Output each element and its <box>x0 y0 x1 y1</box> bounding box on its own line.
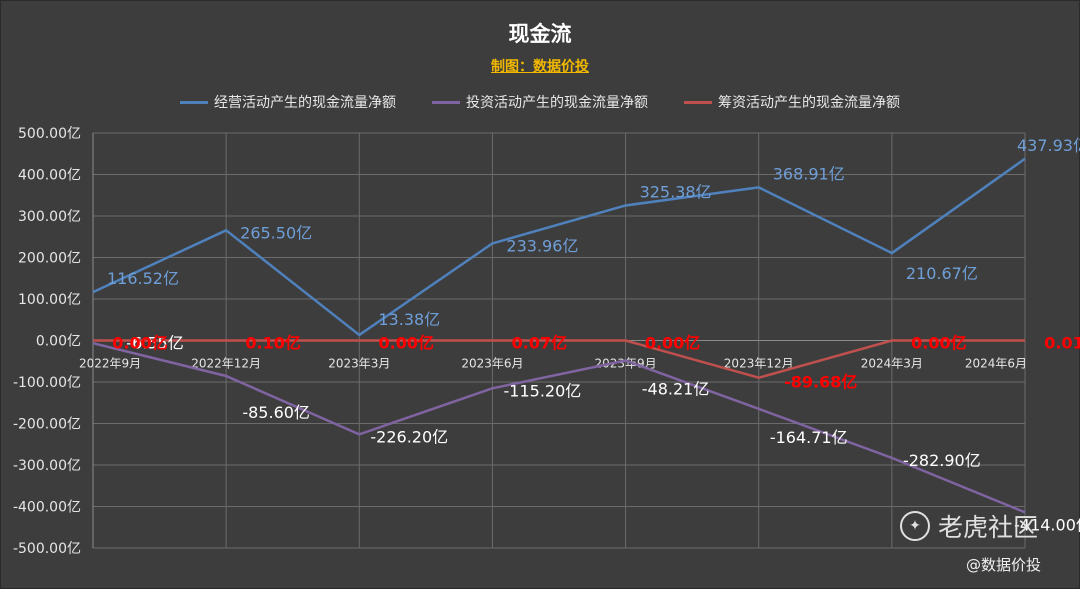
legend-swatch-operating <box>180 100 208 104</box>
legend-label-financing: 筹资活动产生的现金流量净额 <box>718 95 900 111</box>
legend-label-operating: 经营活动产生的现金流量净额 <box>214 95 396 111</box>
data-label-0: 325.38亿 <box>640 182 712 201</box>
data-label-0: 116.52亿 <box>107 269 179 288</box>
data-label-0: 265.50亿 <box>240 223 312 242</box>
data-label-2: 0.01亿 <box>1044 333 1080 352</box>
data-label-2: -89.68亿 <box>784 373 857 392</box>
credit-text: @数据价投 <box>966 556 1042 574</box>
y-tick-label: -200.00亿 <box>13 417 81 433</box>
y-tick-label: 200.00亿 <box>18 251 81 267</box>
data-label-1: -226.20亿 <box>370 427 448 446</box>
chart-legend: 经营活动产生的现金流量净额 投资活动产生的现金流量净额 筹资活动产生的现金流量净… <box>0 92 1080 112</box>
x-tick-label: 2024年6月 <box>965 357 1027 371</box>
data-label-1: -115.20亿 <box>504 381 582 400</box>
x-tick-label: 2022年12月 <box>191 357 261 371</box>
chart-title: 现金流 <box>508 22 572 46</box>
data-label-2: 0.00亿 <box>911 334 966 353</box>
chart-subtitle: 制图：数据价投 <box>491 59 589 75</box>
data-label-0: 437.93亿 <box>1017 136 1080 155</box>
data-label-0: 368.91亿 <box>773 164 845 183</box>
series-line-2 <box>92 339 1026 379</box>
series-line-0 <box>92 157 1026 337</box>
legend-item-operating[interactable]: 经营活动产生的现金流量净额 <box>180 92 396 112</box>
data-label-1: -414.00亿 <box>1014 515 1080 534</box>
y-tick-label: -500.00亿 <box>13 541 81 557</box>
data-label-1: -282.90亿 <box>903 451 981 470</box>
x-tick-label: 2023年12月 <box>724 357 794 371</box>
legend-label-investing: 投资活动产生的现金流量净额 <box>466 95 648 111</box>
legend-item-investing[interactable]: 投资活动产生的现金流量净额 <box>432 92 648 112</box>
x-tick-label: 2022年9月 <box>79 357 141 371</box>
y-tick-label: 300.00亿 <box>18 209 81 225</box>
data-label-2: 0.00亿 <box>379 334 434 353</box>
x-tick-label: 2023年3月 <box>328 357 390 371</box>
y-tick-label: -300.00亿 <box>13 458 81 474</box>
y-tick-label: 500.00亿 <box>18 126 81 142</box>
x-tick-label: 2024年3月 <box>861 357 923 371</box>
y-tick-label: 100.00亿 <box>18 292 81 308</box>
legend-swatch-investing <box>432 100 460 104</box>
data-label-1: -85.60亿 <box>242 403 310 422</box>
data-label-2: 0.00亿 <box>645 334 700 353</box>
legend-swatch-financing <box>684 100 712 104</box>
data-label-1: -164.71亿 <box>770 428 848 447</box>
watermark-text: 老虎社区 <box>938 513 1039 542</box>
tiger-logo-icon: ✦ <box>900 511 930 541</box>
data-label-1: -6.55亿 <box>126 334 183 353</box>
legend-item-financing[interactable]: 筹资活动产生的现金流量净额 <box>684 92 900 112</box>
y-tick-label: 400.00亿 <box>18 168 81 184</box>
y-tick-label: -400.00亿 <box>13 500 81 516</box>
data-label-2: 0.07亿 <box>512 333 567 352</box>
data-label-2: 0.00亿 <box>112 334 167 353</box>
data-label-1: -48.21亿 <box>642 380 710 399</box>
data-label-0: 210.67亿 <box>906 264 978 283</box>
data-label-0: 233.96亿 <box>506 236 578 255</box>
series-line-1 <box>92 342 1026 514</box>
watermark: ✦ 老虎社区 <box>900 508 1038 544</box>
y-tick-label: 0.00亿 <box>36 334 81 350</box>
data-label-0: 13.38亿 <box>378 310 440 329</box>
y-tick-label: -100.00亿 <box>13 375 81 391</box>
data-label-2: 0.10亿 <box>245 333 300 352</box>
x-tick-label: 2023年6月 <box>461 357 523 371</box>
